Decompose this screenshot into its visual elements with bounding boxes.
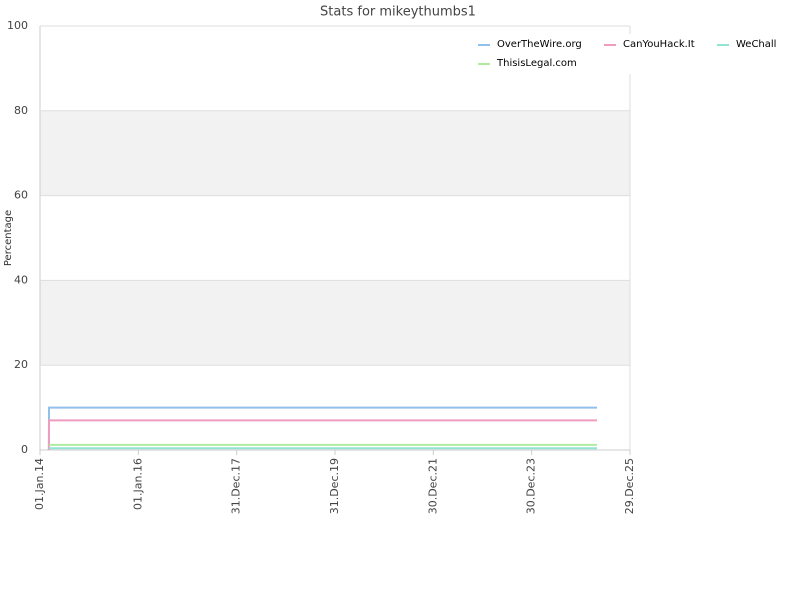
- x-tick-label: 30.Dec.23: [525, 458, 538, 514]
- x-tick-label: 01.Jan.16: [131, 458, 144, 510]
- x-tick-label: 29.Dec.25: [623, 458, 636, 514]
- y-tick-label: 20: [14, 358, 28, 371]
- band: [40, 280, 630, 365]
- legend-label: WeChall: [736, 39, 776, 50]
- series-line: [47, 406, 597, 451]
- legend-box: [470, 34, 790, 74]
- x-tick-label: 01.Jan.14: [33, 458, 46, 510]
- x-tick-label: 31.Dec.17: [230, 458, 243, 514]
- y-tick-label: 40: [14, 273, 28, 286]
- legend-label: CanYouHack.It: [623, 39, 695, 50]
- band: [40, 111, 630, 196]
- legend-label: ThisisLegal.com: [496, 58, 577, 69]
- y-tick-label: 100: [7, 19, 28, 32]
- x-tick-label: 31.Dec.19: [328, 458, 341, 514]
- series-line: [47, 419, 597, 451]
- chart-title: Stats for mikeythumbs1: [320, 5, 476, 20]
- y-tick-label: 60: [14, 189, 28, 202]
- x-tick-label: 30.Dec.21: [426, 458, 439, 514]
- y-tick-label: 0: [21, 443, 28, 456]
- bands: [40, 111, 630, 365]
- y-tick-label: 80: [14, 104, 28, 117]
- y-axis-label: Percentage: [3, 210, 14, 266]
- legend-label: OverTheWire.org: [497, 39, 582, 50]
